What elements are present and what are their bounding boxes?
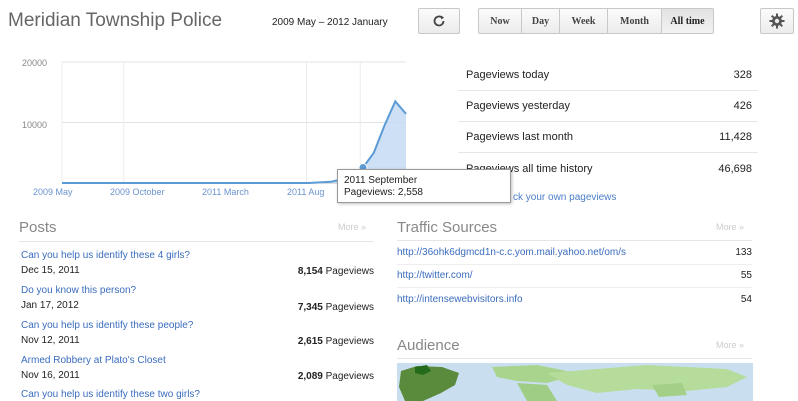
post-title-link[interactable]: Can you help us identify these two girls… bbox=[21, 389, 200, 400]
posts-heading: Posts bbox=[19, 219, 57, 236]
traffic-source-row: http://twitter.com/ 55 bbox=[397, 264, 752, 288]
post-pageview-count: 2,089 bbox=[297, 371, 323, 382]
x-tick-label: 2009 October bbox=[110, 187, 165, 197]
range-now-button[interactable]: Now bbox=[478, 8, 522, 34]
post-pageview-unit: Pageviews bbox=[325, 266, 374, 277]
x-tick-label: 2009 May bbox=[33, 187, 73, 197]
post-title-link[interactable]: Can you help us identify these people? bbox=[21, 320, 194, 331]
posts-more-link[interactable]: More » bbox=[338, 222, 367, 232]
traffic-source-url[interactable]: http://36ohk6dgmcd1n-c.c.yom.mail.yahoo.… bbox=[397, 247, 627, 258]
post-date: Dec 15, 2011 bbox=[21, 265, 80, 276]
post-title-link[interactable]: Armed Robbery at Plato's Closet bbox=[21, 355, 166, 366]
traffic-source-count: 55 bbox=[740, 270, 752, 281]
date-range: 2009 May – 2012 January bbox=[272, 17, 388, 28]
range-week-button[interactable]: Week bbox=[560, 8, 608, 34]
divider bbox=[397, 358, 752, 359]
x-tick-label: 2011 Aug bbox=[287, 187, 325, 197]
tooltip-value: Pageviews: 2,558 bbox=[344, 187, 423, 198]
stat-row-today: Pageviews today 328 bbox=[458, 60, 758, 91]
post-date: Jan 17, 2012 bbox=[21, 300, 79, 311]
post-pageviews: 7,345 Pageviews bbox=[254, 302, 374, 313]
traffic-source-row: http://intensewebvisitors.info 54 bbox=[397, 288, 752, 311]
stat-value: 46,698 bbox=[718, 162, 752, 175]
stat-row-yesterday: Pageviews yesterday 426 bbox=[458, 91, 758, 122]
range-day-button[interactable]: Day bbox=[522, 8, 560, 34]
stat-value: 328 bbox=[733, 69, 752, 81]
chart-tooltip: 2011 September Pageviews: 2,558 bbox=[337, 169, 511, 203]
divider bbox=[19, 241, 374, 242]
settings-button[interactable] bbox=[760, 8, 794, 34]
audience-map bbox=[397, 363, 753, 401]
post-date: Nov 12, 2011 bbox=[21, 335, 80, 346]
traffic-source-row: http://36ohk6dgmcd1n-c.c.yom.mail.yahoo.… bbox=[397, 240, 752, 265]
stat-label: Pageviews yesterday bbox=[466, 100, 570, 112]
stat-label: Pageviews last month bbox=[466, 131, 573, 143]
traffic-source-url[interactable]: http://intensewebvisitors.info bbox=[397, 294, 523, 305]
post-pageview-count: 8,154 bbox=[297, 266, 323, 277]
range-month-button[interactable]: Month bbox=[608, 8, 662, 34]
post-pageview-unit: Pageviews bbox=[325, 336, 374, 347]
post-pageviews: 2,615 Pageviews bbox=[254, 336, 374, 347]
y-tick-label: 20000 bbox=[22, 58, 48, 68]
post-pageview-count: 2,615 bbox=[297, 336, 323, 347]
traffic-source-count: 133 bbox=[735, 247, 752, 258]
x-tick-label: 2011 March bbox=[202, 187, 249, 197]
traffic-source-count: 54 bbox=[740, 294, 752, 305]
refresh-button[interactable] bbox=[418, 8, 460, 34]
stat-value: 11,428 bbox=[719, 131, 752, 143]
tooltip-title: 2011 September bbox=[344, 175, 418, 186]
blog-title: Meridian Township Police bbox=[8, 10, 223, 31]
post-pageview-count: 7,345 bbox=[297, 302, 323, 313]
post-pageviews: 2,089 Pageviews bbox=[254, 371, 374, 382]
stat-value: 426 bbox=[733, 100, 752, 112]
post-pageviews: 8,154 Pageviews bbox=[254, 266, 374, 277]
audience-heading: Audience bbox=[397, 337, 460, 354]
time-range-group: Now Day Week Month All time bbox=[478, 8, 714, 34]
gear-icon bbox=[769, 13, 785, 29]
stat-row-last-month: Pageviews last month 11,428 bbox=[458, 122, 758, 153]
post-pageview-unit: Pageviews bbox=[325, 371, 374, 382]
traffic-more-link[interactable]: More » bbox=[716, 222, 745, 232]
y-tick-label: 10000 bbox=[22, 120, 48, 130]
post-pageview-unit: Pageviews bbox=[325, 302, 374, 313]
traffic-sources-heading: Traffic Sources bbox=[397, 219, 498, 236]
post-date: Nov 16, 2011 bbox=[21, 370, 80, 381]
post-title-link[interactable]: Can you help us identify these 4 girls? bbox=[21, 250, 190, 261]
post-title-link[interactable]: Do you know this person? bbox=[21, 285, 137, 296]
refresh-icon bbox=[433, 15, 445, 27]
stat-label: Pageviews today bbox=[466, 69, 550, 81]
audience-more-link[interactable]: More » bbox=[716, 340, 745, 350]
track-own-pageviews-link[interactable]: ck your own pageviews bbox=[513, 192, 617, 203]
traffic-source-url[interactable]: http://twitter.com/ bbox=[397, 270, 473, 281]
range-all-time-button[interactable]: All time bbox=[662, 8, 714, 34]
